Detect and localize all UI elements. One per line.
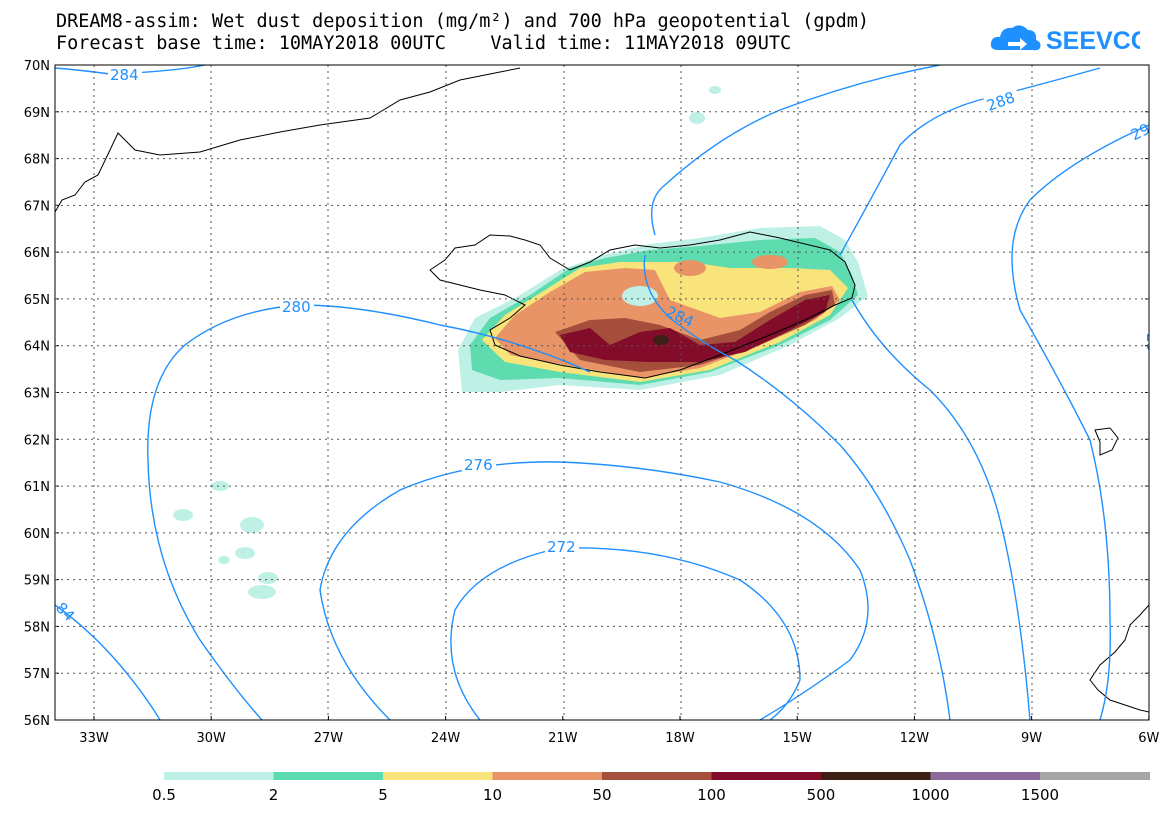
contour-272 [450, 547, 801, 720]
lon-label: 12W [900, 731, 930, 746]
lat-label: 66N [24, 246, 50, 261]
lat-label: 56N [24, 714, 50, 729]
colorbar-swatch [930, 772, 1041, 780]
latitude-axis: 70N 69N 68N 67N 66N 65N 64N 63N 62N 61N 60N 59N 58N 5… [24, 59, 1149, 729]
lon-label: 24W [431, 731, 461, 746]
contour-label: 284 [110, 66, 139, 84]
contour-label: 29 [1128, 120, 1153, 144]
lat-label: 64N [24, 340, 50, 355]
contour-292 [1011, 124, 1149, 720]
lon-label: 18W [665, 731, 695, 746]
lat-label: 60N [24, 527, 50, 542]
lat-label: 65N [24, 293, 50, 308]
lon-label: 27W [314, 731, 344, 746]
contour-label: 280 [282, 298, 311, 316]
dust-level-500 [653, 335, 669, 345]
colorbar-swatch [602, 772, 712, 780]
plot-area: 284 288 29 280 284 276 272 84 29 [52, 65, 1161, 720]
colorbar-tick-label: 100 [697, 786, 726, 804]
colorbar-tick-label: 0.5 [152, 786, 176, 804]
contour-284-south [643, 254, 951, 720]
lat-label: 70N [24, 59, 50, 74]
colorbar-tick-label: 500 [807, 786, 836, 804]
lon-label: 30W [196, 731, 226, 746]
cloud-arrow-icon [990, 25, 1041, 51]
dust-deposition-field [458, 226, 868, 392]
lat-label: 68N [24, 153, 50, 168]
dust-patch-north [674, 260, 706, 276]
lat-label: 69N [24, 106, 50, 121]
dust-patch-east [752, 255, 788, 269]
lat-label: 67N [24, 199, 50, 214]
coastline-iceland [429, 231, 856, 379]
colorbar-tick-label: 1500 [1021, 786, 1059, 804]
colorbar-swatch [383, 772, 493, 780]
lat-label: 63N [24, 387, 50, 402]
contour-284-iceland [651, 65, 941, 236]
dust-patch-north-inner [622, 286, 658, 306]
colorbar-tick-label: 50 [592, 786, 611, 804]
map-title: DREAM8-assim: Wet dust deposition (mg/m²… [56, 11, 870, 32]
contour-label: 276 [464, 456, 493, 474]
contour-label: 288 [984, 88, 1017, 115]
logo-text: SEEVCCC [1046, 27, 1140, 55]
lon-label: 33W [79, 731, 109, 746]
contour-280 [147, 304, 591, 720]
coastlines [55, 67, 1149, 713]
contour-label: 84 [52, 599, 78, 625]
coastline-faroe [1094, 427, 1119, 456]
lon-label: 6W [1138, 731, 1159, 746]
seevccc-logo: SEEVCCC [990, 25, 1140, 55]
colorbar-swatch [821, 772, 931, 780]
lon-label: 9W [1021, 731, 1042, 746]
colorbar-tick-label: 10 [483, 786, 502, 804]
colorbar-swatch [164, 772, 274, 780]
coastline-greenland [55, 67, 521, 213]
lat-label: 58N [24, 620, 50, 635]
contour-label: 29 [1143, 333, 1161, 352]
colorbar-tick-label: 2 [269, 786, 279, 804]
contour-label: 272 [547, 538, 576, 556]
dust-patches-west [173, 86, 721, 599]
dust-level-100 [560, 295, 830, 362]
lat-label: 59N [24, 574, 50, 589]
contour-284-west [55, 604, 161, 720]
lat-label: 61N [24, 480, 50, 495]
colorbar: 0.5 2 5 10 50 100 500 1000 1500 [152, 772, 1150, 804]
colorbar-tick-label: 5 [378, 786, 388, 804]
contour-288-south [851, 299, 1031, 720]
coastline-scotland [1089, 604, 1149, 713]
contour-288 [839, 67, 1101, 256]
colorbar-swatch [273, 772, 384, 780]
lon-label: 21W [548, 731, 578, 746]
lat-label: 57N [24, 667, 50, 682]
colorbar-swatch [711, 772, 822, 780]
contour-labels: 284 288 29 280 284 276 272 84 29 [52, 66, 1161, 625]
contour-276 [319, 461, 869, 720]
longitude-axis: 33W 30W 27W 24W 21W 18W 15W 12W 9W 6W [79, 716, 1160, 746]
lat-label: 62N [24, 433, 50, 448]
lon-label: 15W [782, 731, 812, 746]
colorbar-tick-label: 1000 [911, 786, 949, 804]
graticule [93, 65, 1033, 720]
colorbar-swatch [492, 772, 603, 780]
colorbar-swatch [1040, 772, 1150, 780]
forecast-times: Forecast base time: 10MAY2018 00UTC Vali… [56, 33, 792, 54]
